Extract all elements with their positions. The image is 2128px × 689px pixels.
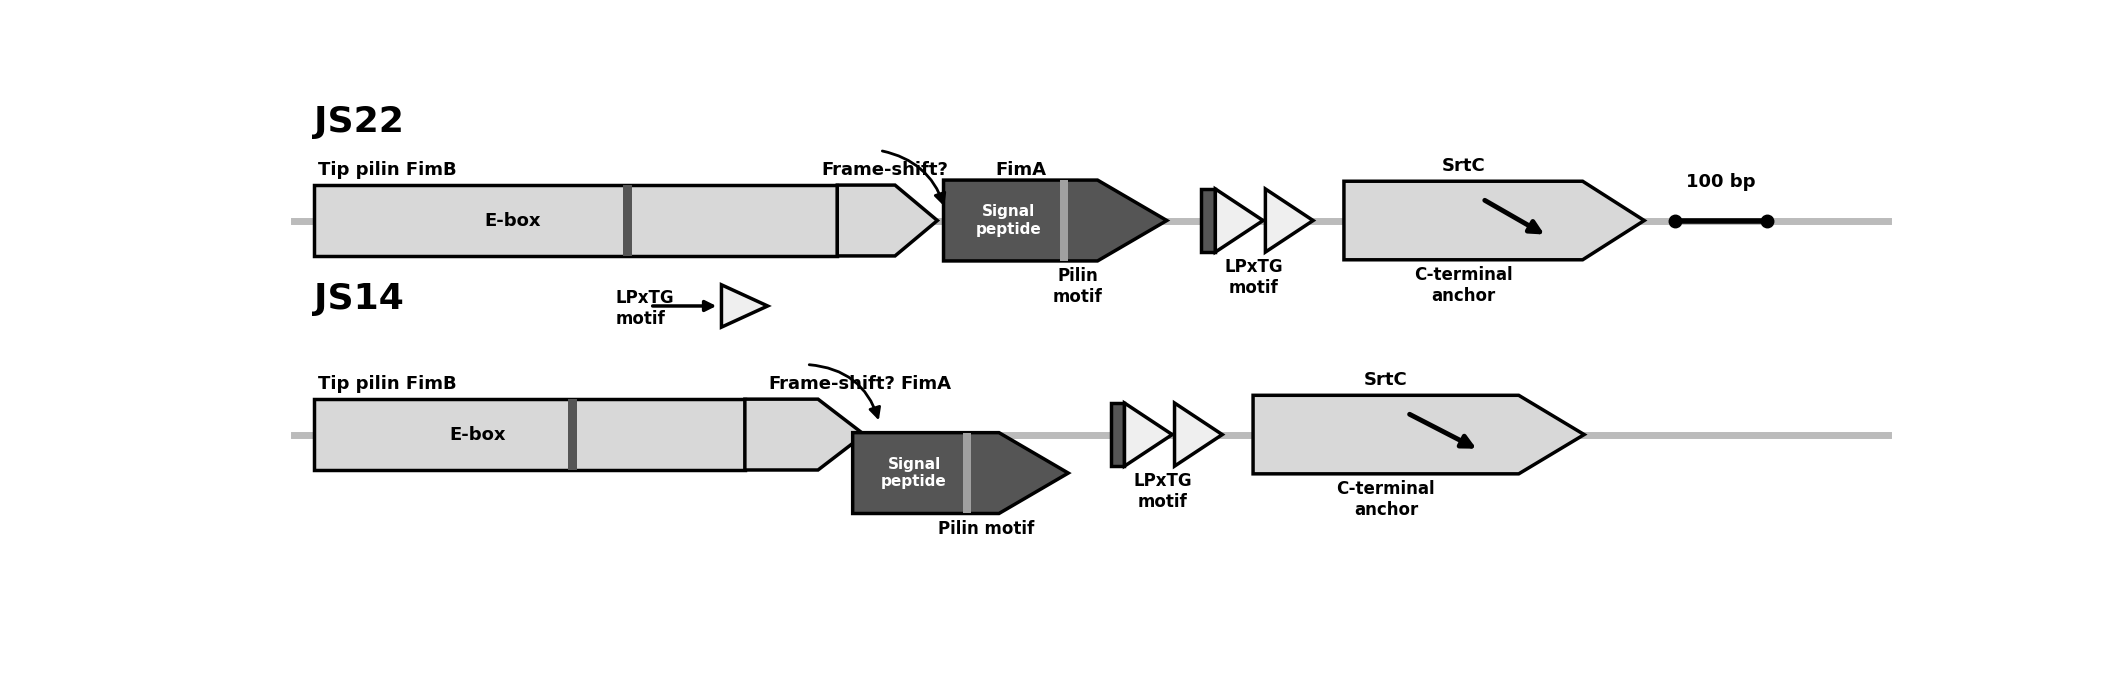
Text: Pilin motif: Pilin motif [938, 520, 1034, 537]
Text: E-box: E-box [485, 212, 541, 229]
Bar [568, 399, 577, 470]
Polygon shape [745, 399, 864, 470]
Polygon shape [1345, 181, 1645, 260]
Bar [1202, 189, 1215, 252]
Polygon shape [1266, 189, 1313, 252]
Polygon shape [1253, 395, 1583, 474]
Bar [964, 433, 970, 513]
Text: Pilin
motif: Pilin motif [1053, 267, 1102, 306]
Polygon shape [1175, 403, 1221, 466]
Text: 100 bp: 100 bp [1688, 173, 1756, 192]
Text: JS22: JS22 [313, 105, 404, 139]
Text: E-box: E-box [449, 426, 506, 444]
Bar [1060, 180, 1068, 261]
Text: LPxTG
motif: LPxTG motif [1134, 472, 1192, 511]
Polygon shape [721, 285, 768, 327]
Text: Signal
peptide: Signal peptide [975, 205, 1041, 237]
Polygon shape [1124, 403, 1173, 466]
Bar [1111, 403, 1124, 466]
Polygon shape [836, 185, 936, 256]
Text: C-terminal
anchor: C-terminal anchor [1336, 480, 1434, 519]
Text: C-terminal
anchor: C-terminal anchor [1413, 266, 1513, 305]
Polygon shape [943, 180, 1166, 261]
Bar [313, 185, 836, 256]
Text: Signal
peptide: Signal peptide [881, 457, 947, 489]
Bar [624, 185, 632, 256]
Text: SrtC: SrtC [1441, 157, 1485, 175]
Polygon shape [853, 433, 1068, 513]
Bar [313, 399, 745, 470]
Text: FimA: FimA [900, 375, 951, 393]
Text: Frame-shift?: Frame-shift? [821, 161, 949, 179]
Text: Tip pilin FimB: Tip pilin FimB [317, 161, 455, 179]
Text: LPxTG
motif: LPxTG motif [1224, 258, 1283, 297]
Text: JS14: JS14 [313, 282, 404, 316]
Text: Tip pilin FimB: Tip pilin FimB [317, 375, 455, 393]
Text: FimA: FimA [996, 161, 1047, 179]
Polygon shape [1215, 189, 1264, 252]
Text: SrtC: SrtC [1364, 371, 1409, 389]
Text: Frame-shift?: Frame-shift? [768, 375, 896, 393]
Text: LPxTG
motif: LPxTG motif [615, 289, 675, 328]
